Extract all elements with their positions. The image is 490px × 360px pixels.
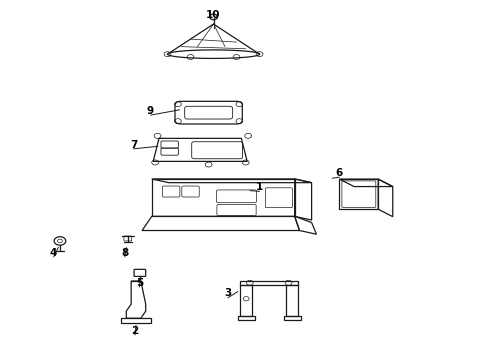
Text: 8: 8 bbox=[121, 248, 128, 258]
Text: 4: 4 bbox=[50, 248, 57, 258]
Text: 1: 1 bbox=[256, 182, 263, 192]
Text: 5: 5 bbox=[136, 278, 143, 288]
Text: 10: 10 bbox=[206, 10, 221, 20]
Text: 3: 3 bbox=[224, 288, 232, 298]
Text: 7: 7 bbox=[130, 140, 137, 149]
Text: 2: 2 bbox=[131, 326, 139, 336]
Text: 6: 6 bbox=[336, 168, 343, 178]
Text: 9: 9 bbox=[147, 106, 154, 116]
